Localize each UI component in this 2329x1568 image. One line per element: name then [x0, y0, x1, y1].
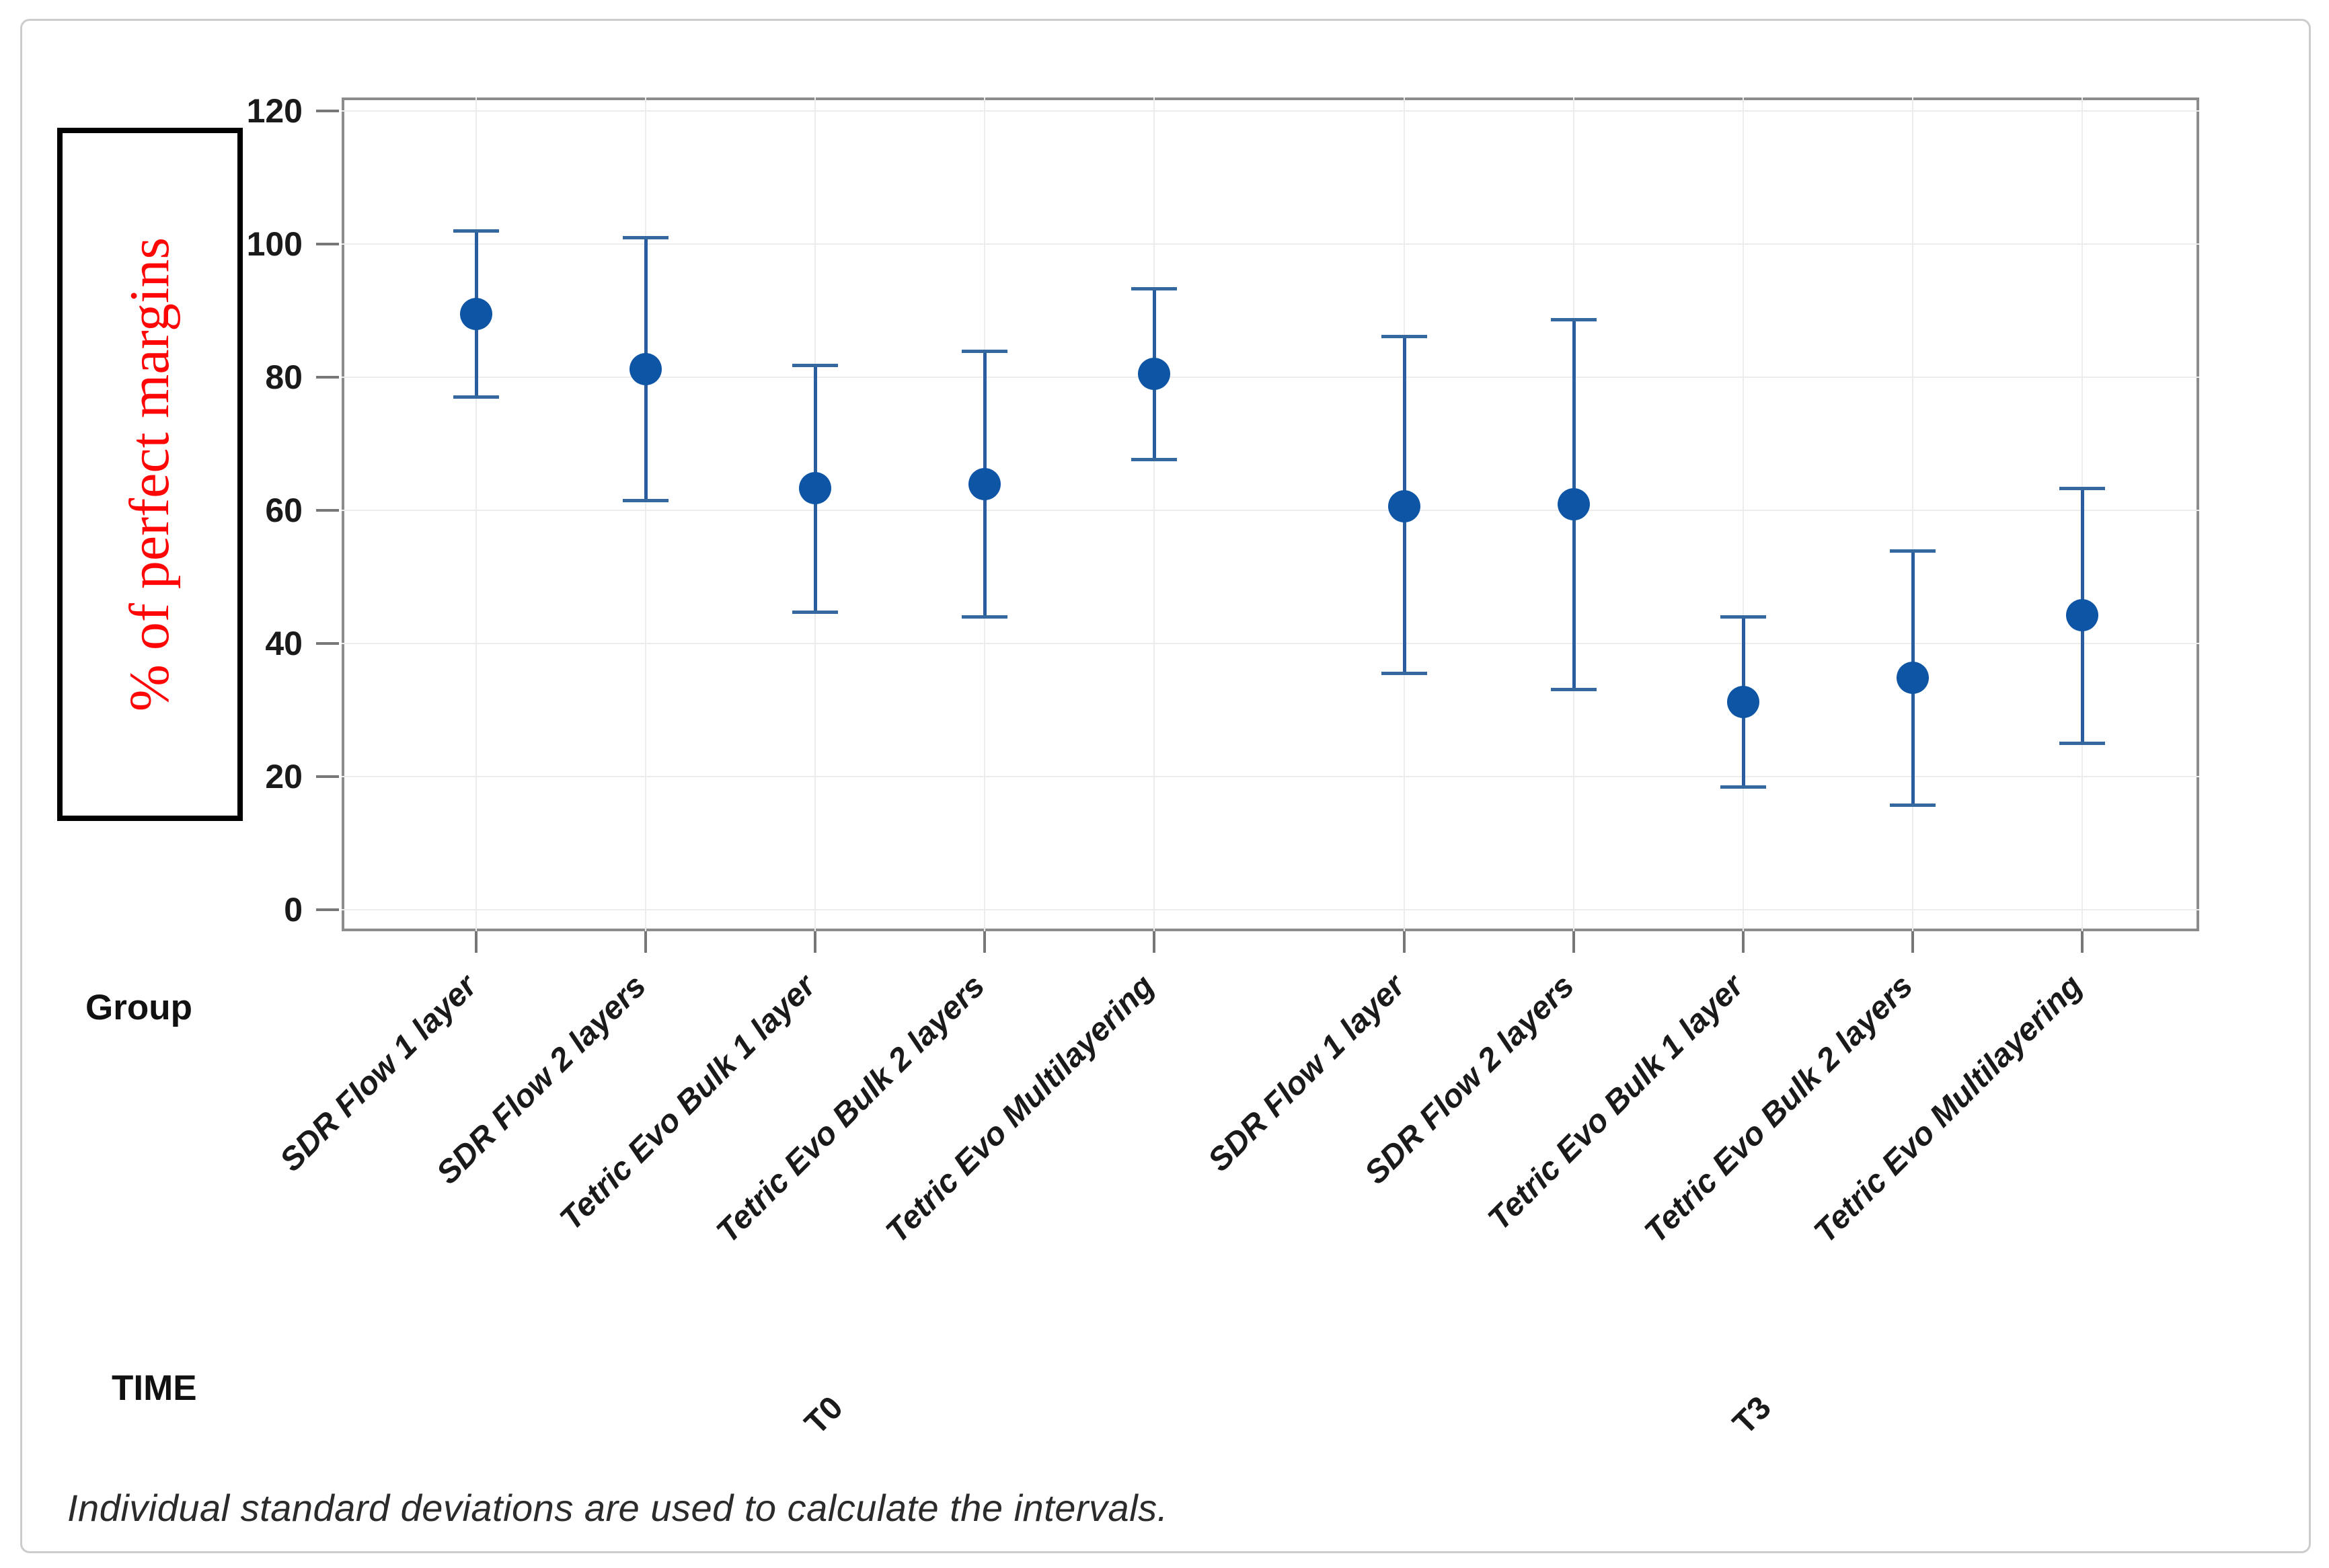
interval-bar-cap-upper: [1720, 615, 1766, 619]
interval-bar-cap-upper: [1381, 335, 1427, 339]
x-gridline: [645, 97, 646, 931]
mean-point: [1727, 686, 1759, 719]
interval-bar-cap-upper: [1551, 318, 1597, 322]
mean-point: [1138, 358, 1170, 391]
interval-bar-cap-lower: [1720, 785, 1766, 789]
mean-point: [1897, 662, 1929, 695]
mean-point: [2066, 599, 2098, 632]
y-tick: [316, 376, 339, 379]
figure-border: [20, 19, 2311, 1553]
interval-bar-cap-upper: [1890, 549, 1936, 553]
x-tick: [1403, 931, 1406, 953]
y-gridline: [342, 909, 2199, 910]
y-tick-label: 120: [246, 92, 303, 130]
interval-bar-cap-lower: [962, 615, 1007, 619]
interval-bar-cap-upper: [453, 229, 499, 233]
y-axis-label-box: % of perfect margins: [57, 128, 243, 821]
x-tick: [1742, 931, 1745, 953]
y-gridline: [342, 110, 2199, 112]
mean-point: [629, 353, 662, 386]
group-axis-title: Group: [85, 988, 192, 1027]
y-tick-label: 100: [246, 225, 303, 263]
y-tick: [316, 908, 339, 911]
interval-bar-cap-lower: [792, 610, 838, 614]
x-gridline: [1153, 97, 1155, 931]
y-tick: [316, 243, 339, 245]
y-gridline: [342, 776, 2199, 777]
y-gridline: [342, 510, 2199, 511]
interval-bar-cap-lower: [1551, 687, 1597, 691]
y-gridline: [342, 243, 2199, 245]
x-gridline: [475, 97, 477, 931]
y-tick: [316, 775, 339, 778]
y-tick-label: 60: [265, 492, 303, 529]
interval-bar-cap-lower: [1890, 803, 1936, 808]
plot-area: 0 20 40 60 80 100 120 SDR Flow 1 layer SDR Flow …: [247, 92, 2199, 1250]
mean-point: [1388, 490, 1420, 523]
x-tick: [983, 931, 986, 953]
x-tick: [814, 931, 816, 953]
y-gridline: [342, 643, 2199, 644]
interval-bar-cap-upper: [2059, 486, 2105, 490]
plot-frame: [342, 97, 2199, 931]
x-gridline: [1743, 97, 1744, 931]
x-tick: [1153, 931, 1155, 953]
mean-point: [968, 468, 1001, 501]
y-tick: [316, 642, 339, 645]
y-tick-label: 0: [284, 891, 303, 929]
x-tick: [475, 931, 478, 953]
x-tick: [644, 931, 647, 953]
footnote: Individual standard deviations are used …: [67, 1487, 1168, 1529]
interval-bar-cap-upper: [962, 349, 1007, 353]
interval-bar-cap-upper: [792, 363, 838, 367]
interval-bar-cap-lower: [1381, 672, 1427, 676]
interval-bar-cap-upper: [1131, 286, 1177, 290]
y-tick-label: 20: [265, 758, 303, 795]
mean-point: [799, 472, 831, 505]
x-gridline: [1912, 97, 1913, 931]
interval-bar-cap-lower: [453, 395, 499, 399]
x-tick: [1572, 931, 1575, 953]
x-tick: [1911, 931, 1914, 953]
mean-point: [1558, 488, 1590, 521]
interval-bar-cap-lower: [2059, 742, 2105, 745]
interval-bar-cap-lower: [1131, 458, 1177, 462]
interval-bar-cap-upper: [623, 235, 669, 239]
y-tick-label: 80: [265, 358, 303, 396]
y-gridline: [342, 377, 2199, 378]
y-tick-label: 40: [265, 625, 303, 662]
interval-bar-cap-lower: [623, 498, 669, 502]
y-tick: [316, 110, 339, 112]
time-axis-title: TIME: [112, 1368, 197, 1408]
mean-point: [460, 297, 492, 330]
x-tick: [2081, 931, 2084, 953]
y-tick: [316, 509, 339, 512]
